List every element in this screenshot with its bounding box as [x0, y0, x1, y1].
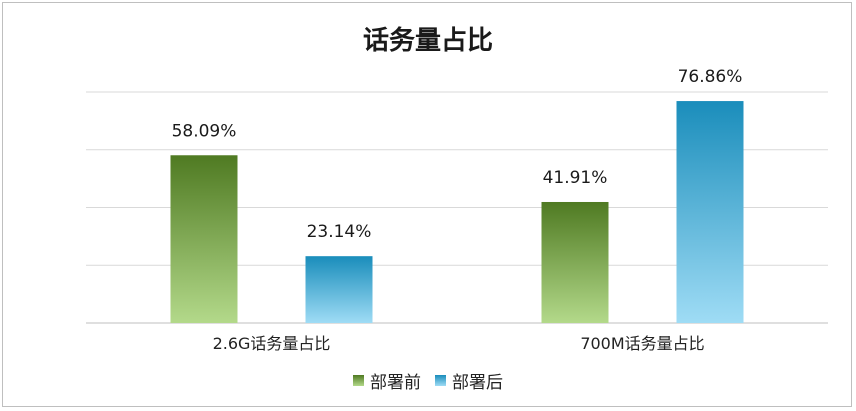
- x-tick-label: 2.6G话务量占比: [213, 334, 331, 353]
- bar-after-0: [305, 256, 373, 323]
- bars: [170, 101, 744, 324]
- bar-after-1: [676, 101, 744, 324]
- chart-title: 话务量占比: [362, 26, 493, 56]
- bar-before-0: [170, 155, 238, 323]
- bar-before-1: [541, 201, 609, 323]
- data-label: 23.14%: [307, 222, 372, 242]
- legend: 部署前 部署后: [0, 368, 856, 393]
- legend-label-before: 部署前: [370, 373, 421, 393]
- data-labels: 58.09% 23.14% 41.91% 76.86%: [172, 67, 743, 242]
- data-label: 58.09%: [172, 121, 237, 141]
- x-tick-label: 700M话务量占比: [580, 334, 704, 353]
- data-label: 76.86%: [678, 67, 743, 87]
- legend-label-after: 部署后: [452, 373, 503, 393]
- legend-item-before: 部署前: [353, 368, 421, 393]
- x-tick-labels: 2.6G话务量占比 700M话务量占比: [213, 334, 705, 353]
- legend-swatch-before: [353, 375, 364, 386]
- legend-swatch-after: [435, 375, 446, 386]
- legend-item-after: 部署后: [435, 368, 503, 393]
- data-label: 41.91%: [543, 168, 608, 188]
